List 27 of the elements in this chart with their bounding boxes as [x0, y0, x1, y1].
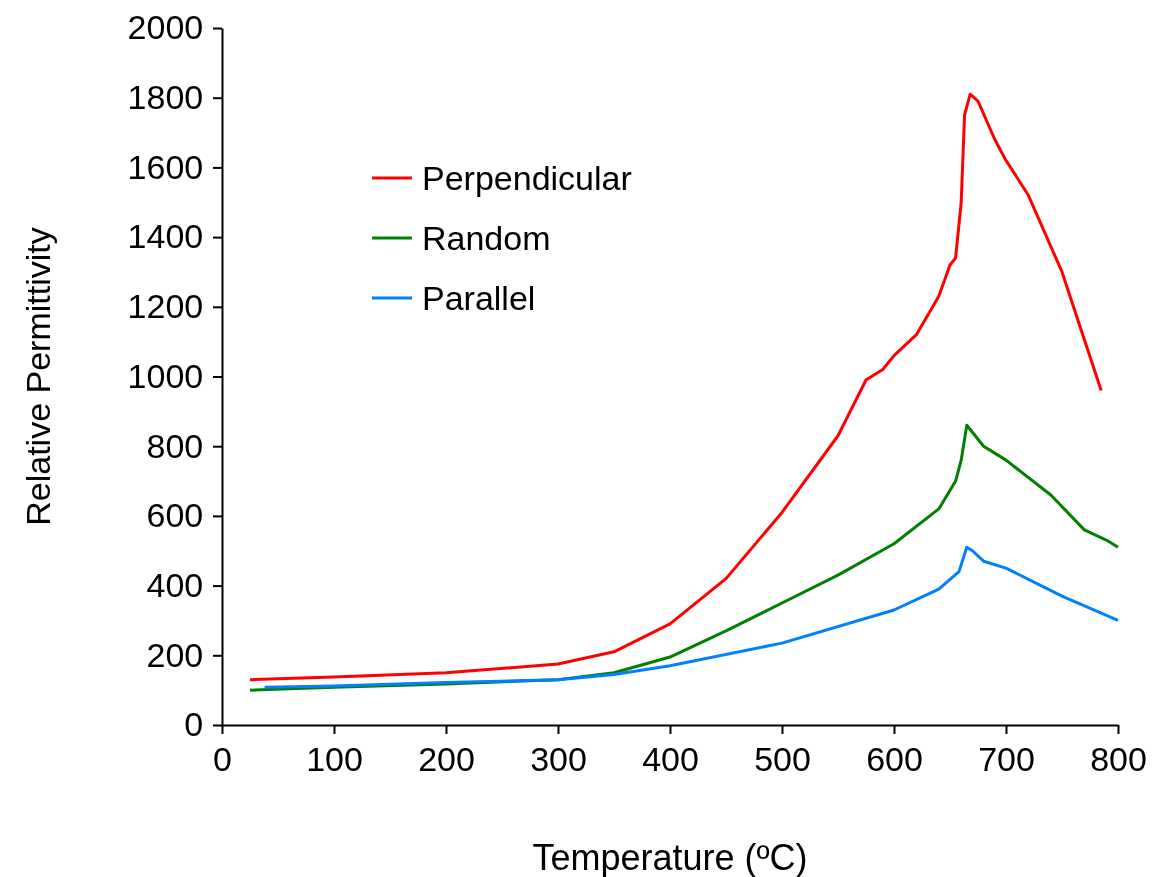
- y-tick-label: 1200: [127, 287, 204, 326]
- y-tick-label: 200: [146, 635, 204, 674]
- x-tick-label: 800: [1090, 740, 1147, 778]
- y-tick-label: 0: [184, 705, 204, 744]
- legend-label: Perpendicular: [422, 158, 632, 197]
- y-tick-label: 2000: [127, 8, 204, 47]
- x-tick-label: 500: [754, 740, 811, 778]
- x-tick-label: 600: [866, 740, 923, 778]
- line-series: [248, 92, 1103, 682]
- x-tick-label: 100: [306, 740, 363, 778]
- y-tick-label: 800: [146, 426, 204, 465]
- x-tick-label: 200: [418, 740, 475, 778]
- y-tick-label: 1600: [127, 147, 204, 186]
- y-tick-label: 1000: [127, 356, 204, 395]
- legend-label: Random: [422, 218, 551, 257]
- x-axis-title: Temperature (ºC): [532, 837, 808, 877]
- y-tick-label: 600: [146, 496, 204, 535]
- y-axis-title: Relative Permittivity: [19, 227, 57, 526]
- y-tick-label: 400: [146, 565, 204, 604]
- x-tick-label: 400: [642, 740, 699, 778]
- y-tick-label: 1400: [127, 217, 204, 256]
- x-tick-label: 0: [213, 740, 232, 778]
- x-tick-label: 700: [978, 740, 1035, 778]
- legend-label: Parallel: [422, 278, 536, 317]
- x-tick-label: 300: [530, 740, 587, 778]
- line-series: [263, 545, 1120, 689]
- y-tick-label: 1800: [127, 78, 204, 117]
